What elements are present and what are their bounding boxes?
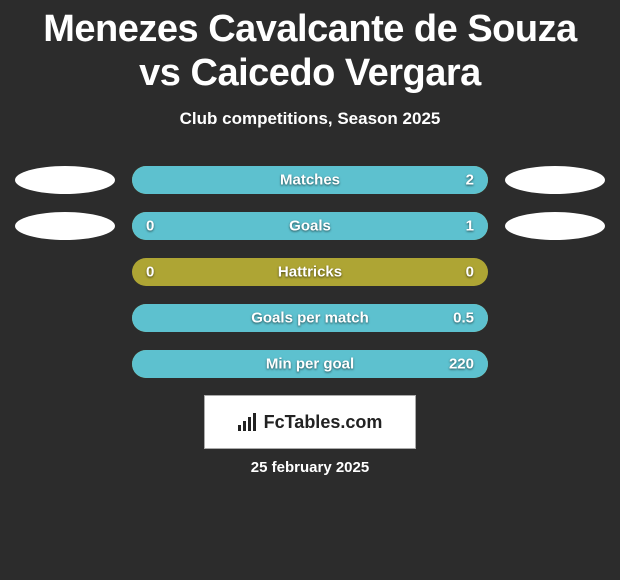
- stat-bar: 0.5 Goals per match: [132, 304, 488, 332]
- team-badge-left: [15, 212, 115, 240]
- stat-value-right: 2: [466, 172, 474, 189]
- stat-value-left: 0: [146, 264, 154, 281]
- comparison-card: Menezes Cavalcante de Souza vs Caicedo V…: [0, 0, 620, 580]
- stat-bar: 0 0 Hattricks: [132, 258, 488, 286]
- stat-row: 220 Min per goal: [0, 349, 620, 379]
- stat-label: Matches: [280, 172, 340, 189]
- stat-label: Min per goal: [266, 356, 354, 373]
- right-badge-slot: [500, 166, 610, 194]
- stat-value-left: 0: [146, 218, 154, 235]
- page-title: Menezes Cavalcante de Souza vs Caicedo V…: [0, 0, 620, 95]
- stat-row: 0 1 Goals: [0, 211, 620, 241]
- team-badge-right: [505, 212, 605, 240]
- stat-value-right: 0.5: [453, 310, 474, 327]
- stats-rows: 2 Matches 0 1 Goals 0 0 Hattricks 0.5 Goals per m…: [0, 165, 620, 379]
- source-logo: FcTables.com: [204, 395, 416, 449]
- stat-label: Hattricks: [278, 264, 342, 281]
- stat-value-right: 220: [449, 356, 474, 373]
- stat-label: Goals: [289, 218, 331, 235]
- right-badge-slot: [500, 212, 610, 240]
- stat-bar: 0 1 Goals: [132, 212, 488, 240]
- stat-label: Goals per match: [251, 310, 369, 327]
- stat-value-right: 0: [466, 264, 474, 281]
- date-caption: 25 february 2025: [0, 459, 620, 476]
- logo-text: FcTables.com: [264, 412, 383, 433]
- stat-bar: 220 Min per goal: [132, 350, 488, 378]
- stat-row: 2 Matches: [0, 165, 620, 195]
- subtitle: Club competitions, Season 2025: [0, 109, 620, 129]
- left-badge-slot: [10, 166, 120, 194]
- left-badge-slot: [10, 212, 120, 240]
- bar-chart-icon: [238, 413, 258, 431]
- stat-bar: 2 Matches: [132, 166, 488, 194]
- stat-value-right: 1: [466, 218, 474, 235]
- team-badge-left: [15, 166, 115, 194]
- stat-row: 0.5 Goals per match: [0, 303, 620, 333]
- stat-row: 0 0 Hattricks: [0, 257, 620, 287]
- team-badge-right: [505, 166, 605, 194]
